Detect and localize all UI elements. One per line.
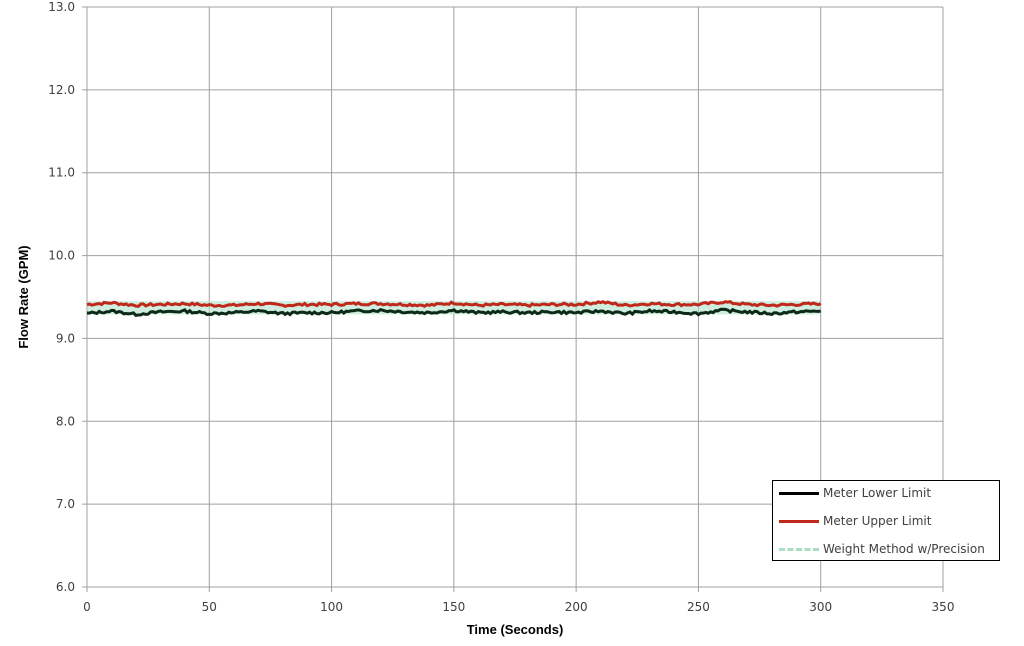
x-tick-label: 150 [442, 600, 465, 614]
x-tick-label: 300 [809, 600, 832, 614]
plot-series [86, 299, 822, 318]
legend-label: Meter Lower Limit [823, 486, 932, 500]
y-axis-title: Flow Rate (GPM) [16, 245, 31, 348]
gridlines [82, 6, 944, 592]
y-tick-label: 6.0 [56, 580, 75, 594]
meter-upper-line [86, 299, 822, 309]
y-tick-label: 13.0 [48, 0, 75, 14]
meter-lower-line [86, 307, 821, 318]
y-tick-label: 12.0 [48, 83, 75, 97]
y-tick-label: 9.0 [56, 331, 75, 345]
x-tick-label: 100 [320, 600, 343, 614]
y-tick-label: 7.0 [56, 497, 75, 511]
y-tick-label: 10.0 [48, 249, 75, 263]
x-tick-label: 350 [932, 600, 955, 614]
y-tick-label: 8.0 [56, 414, 75, 428]
dashed-swatch-icon [779, 547, 819, 551]
legend: Meter Lower Limit Meter Upper Limit Weig… [772, 480, 1000, 561]
legend-item-weight: Weight Method w/Precision [779, 539, 985, 559]
x-tick-label: 0 [83, 600, 91, 614]
y-tick-label: 11.0 [48, 166, 75, 180]
x-tick-label: 200 [565, 600, 588, 614]
x-tick-label: 50 [202, 600, 217, 614]
tick-labels: 0 50 100 150 200 250 300 350 6.0 7.0 8.0 9.0 10.0 11.… [48, 0, 954, 614]
legend-label: Meter Upper Limit [823, 514, 932, 528]
legend-item-upper: Meter Upper Limit [779, 511, 931, 531]
legend-label: Weight Method w/Precision [823, 542, 985, 556]
line-swatch-icon [779, 519, 819, 523]
line-swatch-icon [779, 491, 819, 495]
x-tick-label: 250 [687, 600, 710, 614]
legend-item-lower: Meter Lower Limit [779, 483, 931, 503]
x-axis-title: Time (Seconds) [467, 622, 564, 637]
